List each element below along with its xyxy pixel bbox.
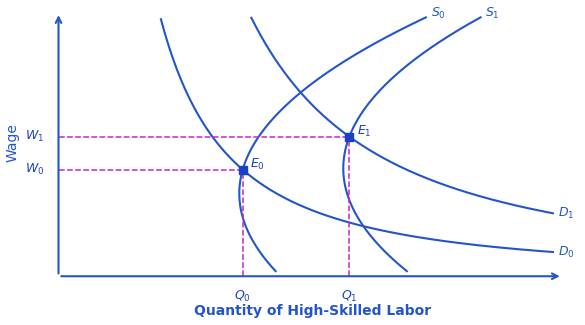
Text: $W_1$: $W_1$: [25, 129, 44, 144]
Text: $E_1$: $E_1$: [357, 124, 371, 139]
Text: $D_1$: $D_1$: [558, 206, 574, 221]
Point: [238, 167, 247, 172]
Text: $D_0$: $D_0$: [558, 244, 574, 260]
Text: $W_0$: $W_0$: [25, 162, 44, 177]
Text: $S_1$: $S_1$: [486, 6, 500, 21]
Text: $S_0$: $S_0$: [431, 6, 446, 21]
Text: Wage: Wage: [6, 124, 20, 162]
Text: $E_0$: $E_0$: [250, 157, 265, 173]
Point: [345, 134, 354, 139]
Text: Quantity of High-Skilled Labor: Quantity of High-Skilled Labor: [194, 304, 432, 318]
Text: $Q_0$: $Q_0$: [234, 289, 251, 304]
Text: $Q_1$: $Q_1$: [341, 289, 357, 304]
